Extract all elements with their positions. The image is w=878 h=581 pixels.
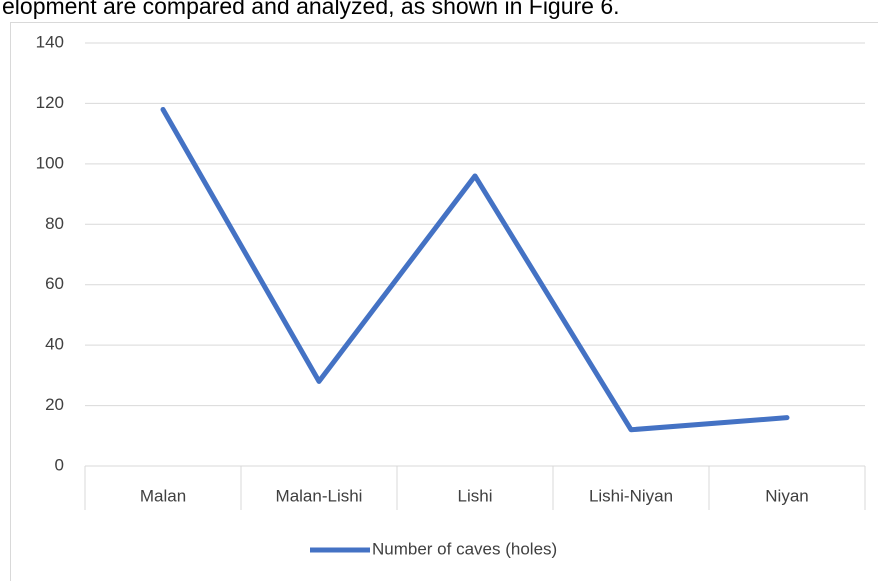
y-tick-label: 0	[55, 455, 64, 474]
y-tick-label: 80	[45, 214, 64, 233]
y-tick-label: 20	[45, 395, 64, 414]
y-tick-label: 140	[36, 32, 64, 51]
data-line	[160, 106, 790, 433]
y-tick-label: 40	[45, 335, 64, 354]
y-tick-label: 60	[45, 274, 64, 293]
y-tick-label: 120	[36, 93, 64, 112]
page-text: elopment are compared and analyzed, as s…	[2, 0, 620, 19]
x-tick-label: Lishi-Niyan	[589, 486, 673, 505]
y-tick-label: 100	[36, 153, 64, 172]
x-tick-label: Malan	[140, 486, 186, 505]
x-tick-label: Niyan	[765, 486, 808, 505]
chart-frame	[10, 22, 878, 581]
x-tick-label: Lishi	[458, 486, 493, 505]
legend-label: Number of caves (holes)	[372, 539, 557, 558]
x-tick-label: Malan-Lishi	[276, 486, 363, 505]
